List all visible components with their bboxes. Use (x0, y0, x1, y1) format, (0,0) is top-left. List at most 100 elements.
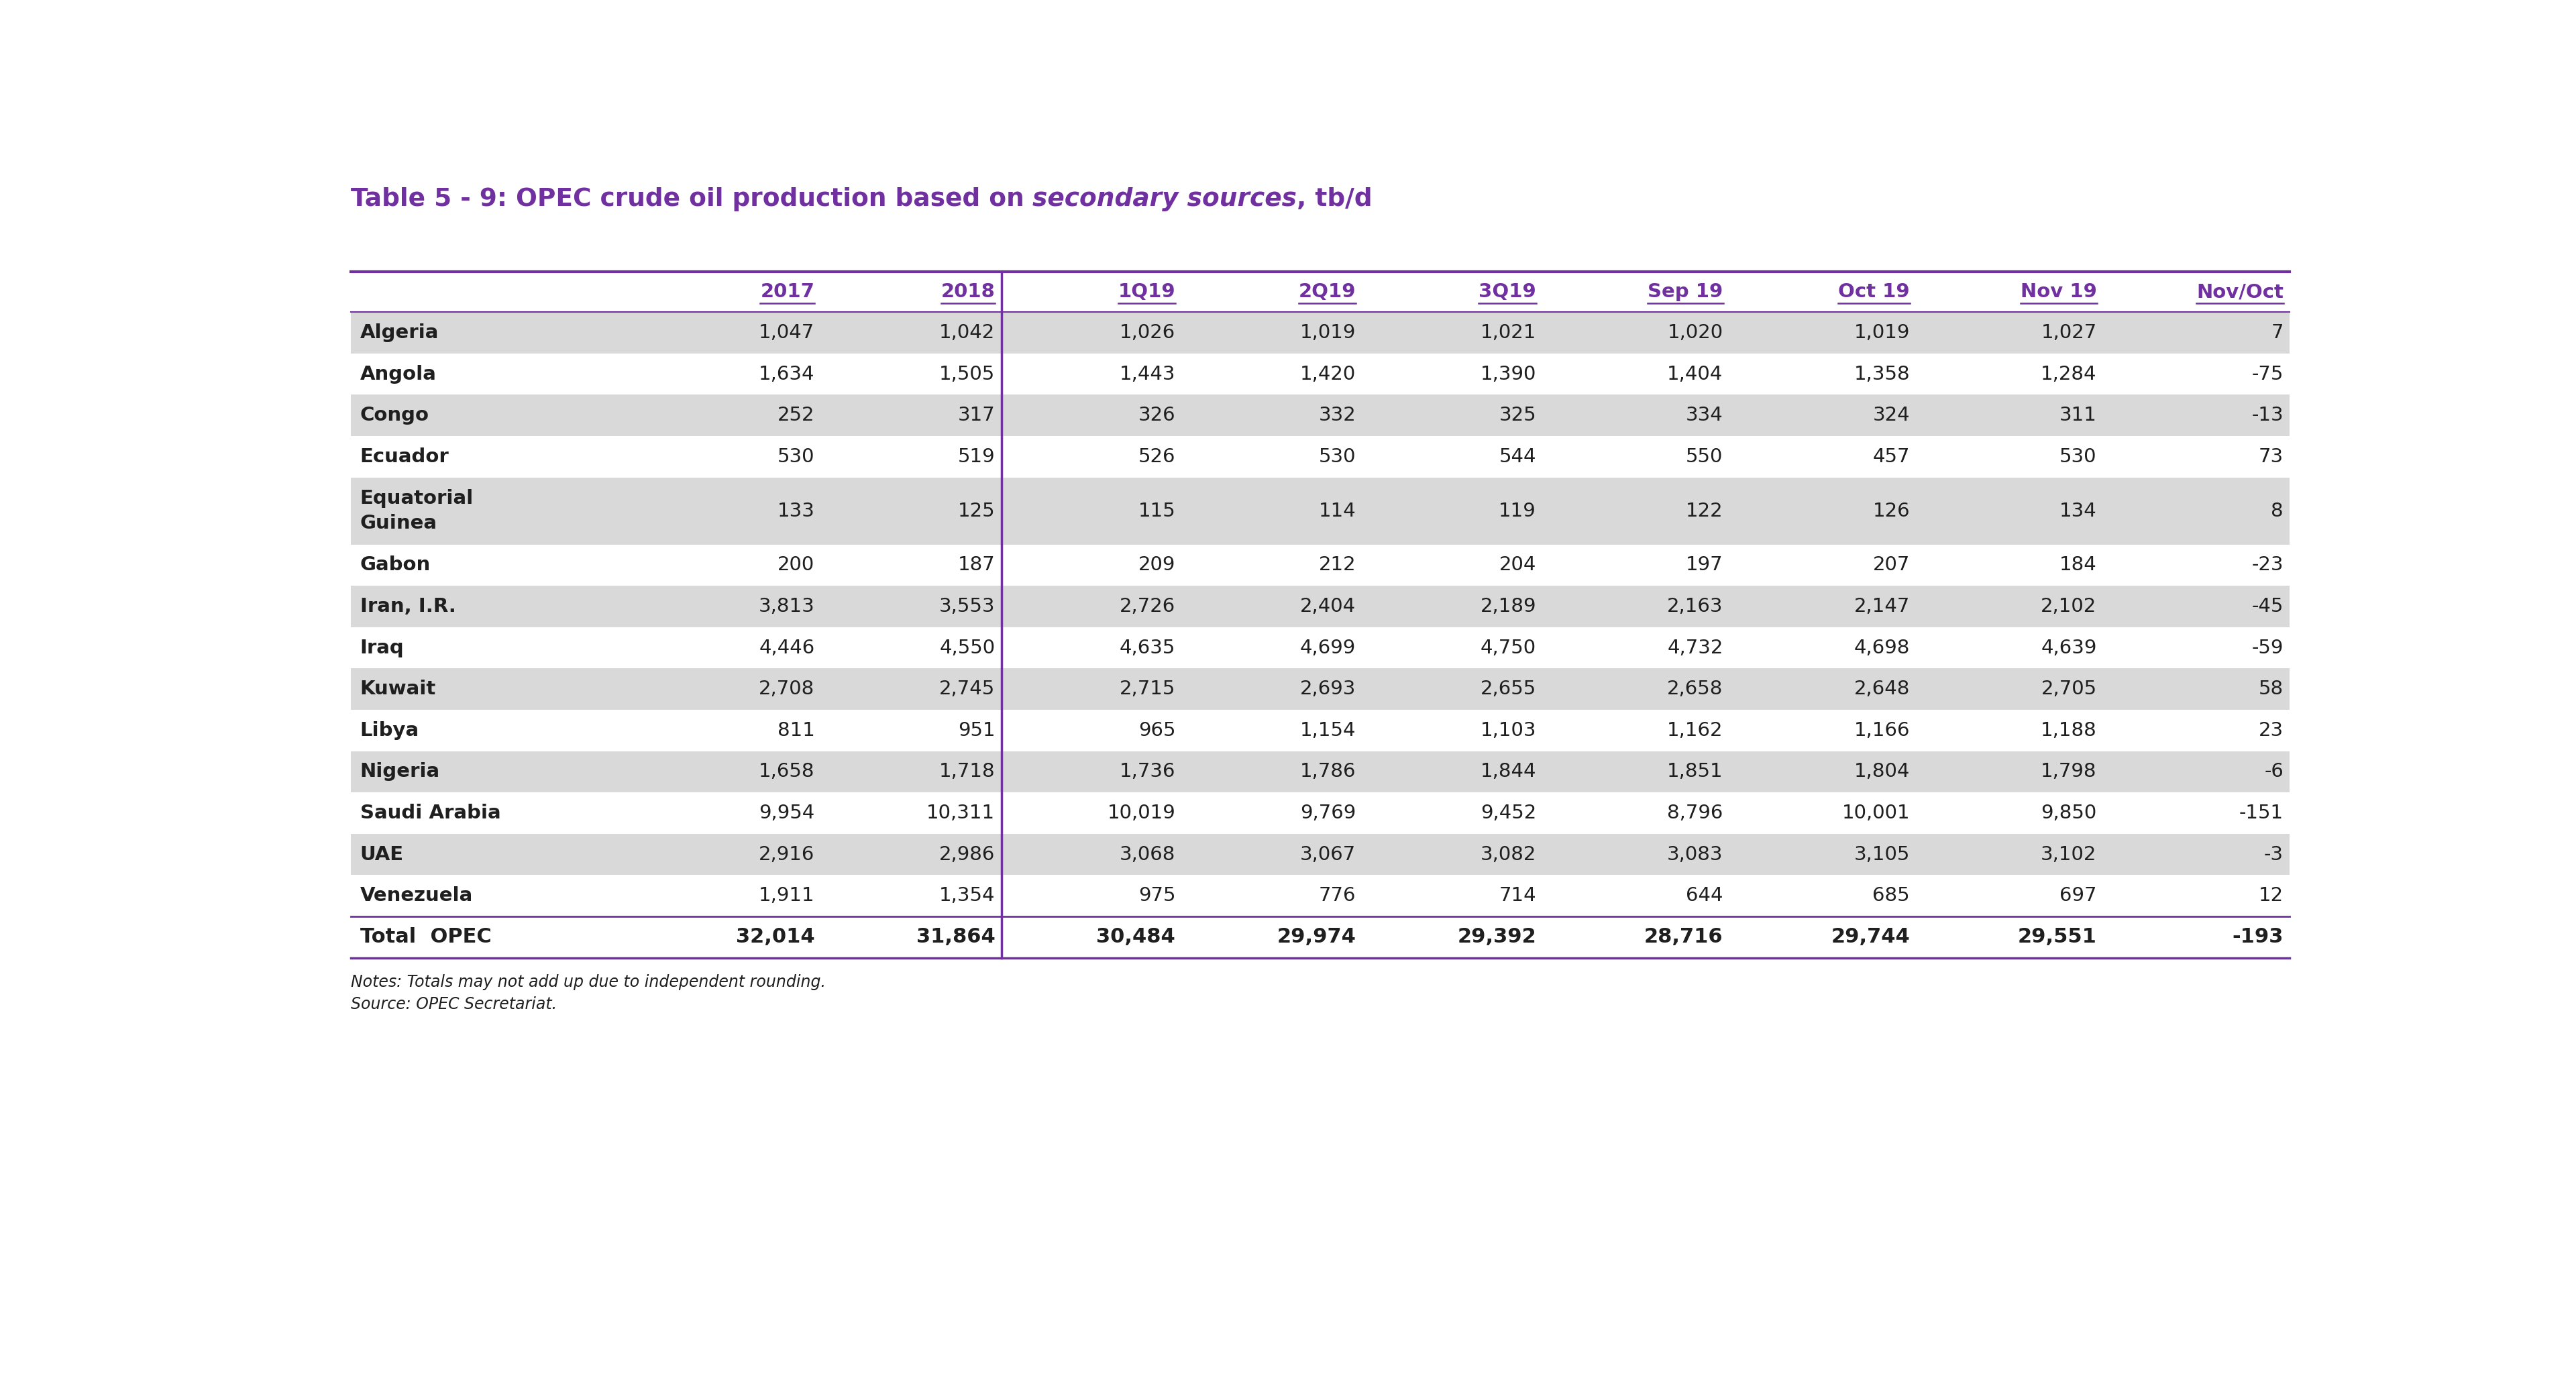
Text: 4,639: 4,639 (2040, 638, 2097, 658)
Text: 8: 8 (2272, 502, 2282, 520)
Text: 2,102: 2,102 (2040, 597, 2097, 616)
Text: 332: 332 (1319, 406, 1355, 424)
Text: -13: -13 (2251, 406, 2282, 424)
Text: 29,744: 29,744 (1832, 927, 1909, 947)
Text: Total  OPEC: Total OPEC (361, 927, 492, 947)
Text: 7: 7 (2272, 323, 2282, 343)
Bar (350, 477, 2290, 545)
Text: 12: 12 (2259, 886, 2282, 905)
Text: 2,726: 2,726 (1121, 597, 1175, 616)
Text: 1,354: 1,354 (940, 886, 994, 905)
Text: 212: 212 (1319, 556, 1355, 575)
Text: 2,189: 2,189 (1481, 597, 1535, 616)
Text: 2,163: 2,163 (1667, 597, 1723, 616)
Text: 1,042: 1,042 (940, 323, 994, 343)
Text: 2,655: 2,655 (1481, 680, 1535, 698)
Text: 3Q19: 3Q19 (1479, 282, 1535, 301)
Text: 2,708: 2,708 (760, 680, 814, 698)
Bar (350, 916, 2290, 958)
Text: 1,786: 1,786 (1301, 763, 1355, 781)
Text: Guinea: Guinea (361, 514, 438, 532)
Text: 1,804: 1,804 (1855, 763, 1909, 781)
Text: 457: 457 (1873, 448, 1909, 466)
Text: 125: 125 (958, 502, 994, 520)
Text: 1,284: 1,284 (2040, 365, 2097, 383)
Text: 1,188: 1,188 (2040, 721, 2097, 739)
Text: 58: 58 (2259, 680, 2282, 698)
Text: Nov 19: Nov 19 (2020, 282, 2097, 301)
Text: 317: 317 (958, 406, 994, 424)
Text: 200: 200 (778, 556, 814, 575)
Text: 2,705: 2,705 (2040, 680, 2097, 698)
Text: Sep 19: Sep 19 (1649, 282, 1723, 301)
Text: secondary sources: secondary sources (1033, 187, 1296, 211)
Text: 530: 530 (2058, 448, 2097, 466)
Text: 10,019: 10,019 (1108, 804, 1175, 822)
Text: 4,550: 4,550 (940, 638, 994, 658)
Bar (350, 833, 2290, 875)
Text: 644: 644 (1685, 886, 1723, 905)
Text: 324: 324 (1873, 406, 1909, 424)
Text: 1,166: 1,166 (1855, 721, 1909, 739)
Text: 32,014: 32,014 (737, 927, 814, 947)
Text: -23: -23 (2251, 556, 2282, 575)
Text: -3: -3 (2264, 844, 2282, 864)
Text: 2,715: 2,715 (1121, 680, 1175, 698)
Text: Notes: Totals may not add up due to independent rounding.: Notes: Totals may not add up due to inde… (350, 974, 824, 991)
Text: 23: 23 (2259, 721, 2282, 739)
Text: Congo: Congo (361, 406, 430, 424)
Text: 1,505: 1,505 (940, 365, 994, 383)
Bar (350, 586, 2290, 627)
Text: Iran, I.R.: Iran, I.R. (361, 597, 456, 616)
Text: -193: -193 (2233, 927, 2282, 947)
Text: 2018: 2018 (940, 282, 994, 301)
Text: 530: 530 (778, 448, 814, 466)
Text: Nov/Oct: Nov/Oct (2197, 282, 2282, 301)
Text: 3,553: 3,553 (940, 597, 994, 616)
Bar (350, 272, 2290, 312)
Text: 4,698: 4,698 (1855, 638, 1909, 658)
Text: Table 5 - 9: OPEC crude oil production based on: Table 5 - 9: OPEC crude oil production b… (350, 187, 1033, 211)
Text: 204: 204 (1499, 556, 1535, 575)
Text: -45: -45 (2251, 597, 2282, 616)
Text: 29,551: 29,551 (2017, 927, 2097, 947)
Text: Oct 19: Oct 19 (1839, 282, 1909, 301)
Text: 10,311: 10,311 (927, 804, 994, 822)
Text: 1,019: 1,019 (1301, 323, 1355, 343)
Text: 965: 965 (1139, 721, 1175, 739)
Text: 4,446: 4,446 (760, 638, 814, 658)
Text: 1,047: 1,047 (760, 323, 814, 343)
Text: 550: 550 (1685, 448, 1723, 466)
Text: 134: 134 (2058, 502, 2097, 520)
Bar (350, 875, 2290, 916)
Text: 311: 311 (2058, 406, 2097, 424)
Text: 3,082: 3,082 (1481, 844, 1535, 864)
Text: 207: 207 (1873, 556, 1909, 575)
Text: 2,648: 2,648 (1855, 680, 1909, 698)
Text: 29,392: 29,392 (1458, 927, 1535, 947)
Text: 1,103: 1,103 (1481, 721, 1535, 739)
Text: 334: 334 (1685, 406, 1723, 424)
Bar (350, 752, 2290, 792)
Text: 209: 209 (1139, 556, 1175, 575)
Text: 9,954: 9,954 (760, 804, 814, 822)
Bar (350, 395, 2290, 435)
Text: 685: 685 (1873, 886, 1909, 905)
Text: 326: 326 (1139, 406, 1175, 424)
Text: 2017: 2017 (760, 282, 814, 301)
Text: 1,020: 1,020 (1667, 323, 1723, 343)
Text: , tb/d: , tb/d (1296, 187, 1373, 211)
Text: 28,716: 28,716 (1643, 927, 1723, 947)
Text: 1,404: 1,404 (1667, 365, 1723, 383)
Bar (350, 545, 2290, 586)
Text: 1,358: 1,358 (1855, 365, 1909, 383)
Text: 119: 119 (1499, 502, 1535, 520)
Text: 1,851: 1,851 (1667, 763, 1723, 781)
Text: 4,750: 4,750 (1481, 638, 1535, 658)
Text: 29,974: 29,974 (1278, 927, 1355, 947)
Text: Saudi Arabia: Saudi Arabia (361, 804, 500, 822)
Text: 530: 530 (1319, 448, 1355, 466)
Text: Source: OPEC Secretariat.: Source: OPEC Secretariat. (350, 996, 556, 1012)
Text: 519: 519 (958, 448, 994, 466)
Text: 325: 325 (1499, 406, 1535, 424)
